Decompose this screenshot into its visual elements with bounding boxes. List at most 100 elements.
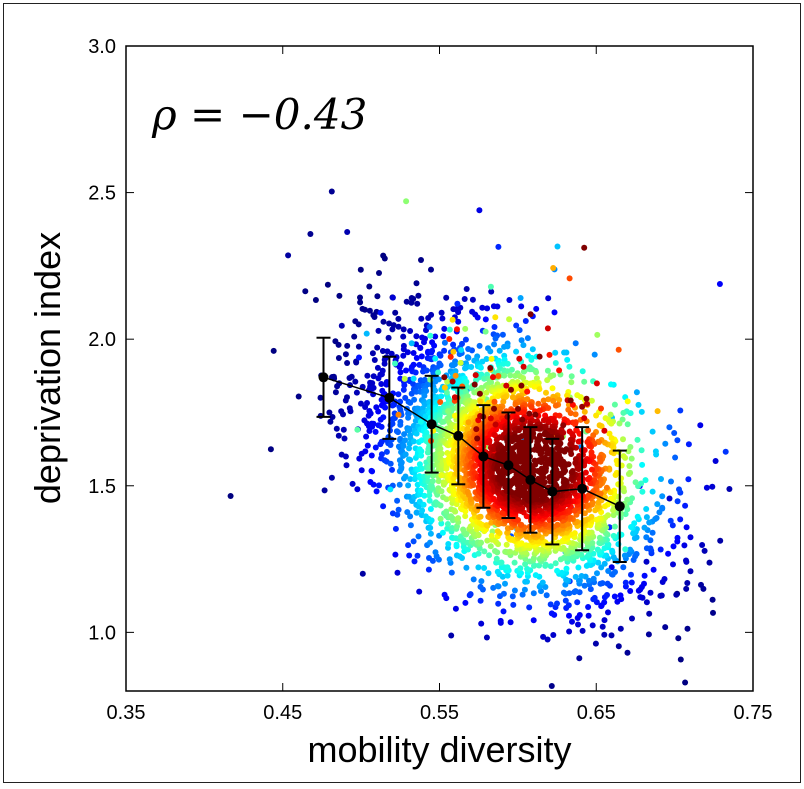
scatter-point: [628, 571, 634, 578]
scatter-point: [581, 415, 588, 422]
scatter-point: [477, 597, 484, 604]
scatter-point: [722, 448, 729, 455]
scatter-point: [324, 281, 331, 288]
scatter-point: [639, 488, 646, 495]
scatter-point: [474, 314, 481, 321]
scatter-point: [363, 433, 370, 440]
scatter-point: [526, 410, 533, 417]
scatter-point: [561, 349, 568, 356]
scatter-point: [437, 515, 444, 522]
scatter-point: [401, 375, 408, 382]
scatter-point: [458, 347, 465, 353]
scatter-point: [519, 416, 526, 423]
scatter-point: [628, 455, 635, 462]
mean-point: [384, 392, 395, 403]
scatter-point: [488, 288, 495, 295]
scatter-point: [503, 382, 510, 389]
scatter-point: [356, 354, 362, 361]
scatter-point: [347, 408, 354, 415]
scatter-point: [589, 622, 596, 629]
scatter-point: [377, 309, 384, 316]
scatter-point: [540, 417, 547, 424]
scatter-point: [398, 464, 405, 471]
scatter-point: [508, 386, 514, 393]
scatter-point: [624, 398, 631, 405]
scatter-point: [516, 355, 523, 362]
scatter-point: [425, 315, 432, 321]
scatter-point: [589, 540, 596, 546]
scatter-point: [403, 298, 410, 305]
scatter-point: [478, 620, 485, 627]
scatter-point: [590, 550, 597, 557]
scatter-point: [528, 356, 535, 363]
scatter-point: [510, 394, 517, 401]
scatter-point: [441, 591, 448, 598]
scatter-point: [410, 438, 417, 445]
scatter-point: [601, 560, 608, 567]
scatter-point: [611, 593, 618, 600]
scatter-point: [398, 459, 405, 466]
scatter-point: [638, 408, 645, 415]
scatter-point: [536, 507, 543, 513]
scatter-point: [568, 373, 575, 380]
scatter-point: [633, 389, 640, 396]
scatter-point: [418, 257, 424, 263]
scatter-point: [552, 560, 559, 567]
scatter-point: [464, 488, 471, 495]
scatter-point: [367, 410, 374, 417]
mean-point: [577, 483, 588, 494]
scatter-point: [462, 365, 468, 372]
scatter-point: [617, 592, 624, 599]
scatter-point: [592, 640, 599, 647]
mean-point: [525, 474, 536, 485]
scatter-point: [579, 627, 586, 634]
scatter-point: [493, 426, 500, 433]
scatter-point: [439, 529, 446, 536]
scatter-point: [396, 364, 403, 371]
scatter-point: [470, 576, 477, 583]
scatter-point: [394, 511, 401, 518]
scatter-point: [605, 568, 612, 574]
scatter-point: [425, 566, 432, 573]
scatter-point: [649, 529, 656, 536]
y-tick-label: 1.5: [88, 476, 116, 498]
scatter-point: [717, 537, 724, 544]
scatter-point: [643, 534, 650, 541]
scatter-point: [547, 563, 554, 570]
scatter-point: [547, 601, 554, 608]
scatter-point: [642, 477, 649, 484]
scatter-point: [476, 207, 483, 214]
scatter-point: [542, 584, 549, 590]
scatter-point: [524, 388, 531, 395]
scatter-point: [491, 324, 498, 330]
scatter-point: [542, 561, 549, 568]
scatter-point: [709, 483, 716, 490]
scatter-point: [401, 382, 408, 389]
scatter-point: [449, 316, 456, 323]
scatter-point: [662, 440, 669, 447]
scatter-point: [392, 360, 398, 367]
scatter-point: [669, 522, 676, 529]
scatter-point: [706, 559, 713, 566]
scatter-point: [366, 428, 373, 434]
scatter-point: [520, 368, 527, 375]
scatter-point: [452, 372, 459, 379]
scatter-point: [604, 541, 611, 548]
scatter-chart: 0.35 0.45 0.55 0.65 0.75 1.0 1.5 2.0 2.5 3.0 ρ = …: [27, 36, 772, 770]
scatter-point: [375, 327, 382, 334]
scatter-point: [413, 430, 420, 437]
scatter-point: [485, 570, 492, 577]
scatter-point: [438, 472, 445, 479]
scatter-point: [558, 447, 565, 454]
scatter-point: [435, 478, 442, 485]
scatter-point: [552, 360, 559, 366]
scatter-point: [328, 188, 335, 195]
y-axis-title: deprivation index: [27, 232, 68, 504]
scatter-point: [576, 612, 583, 618]
mean-line: [323, 376, 621, 507]
scatter-point: [653, 451, 660, 458]
scatter-point: [438, 450, 445, 457]
scatter-point: [602, 503, 608, 510]
scatter-point: [358, 467, 365, 474]
scatter-point: [423, 367, 430, 374]
